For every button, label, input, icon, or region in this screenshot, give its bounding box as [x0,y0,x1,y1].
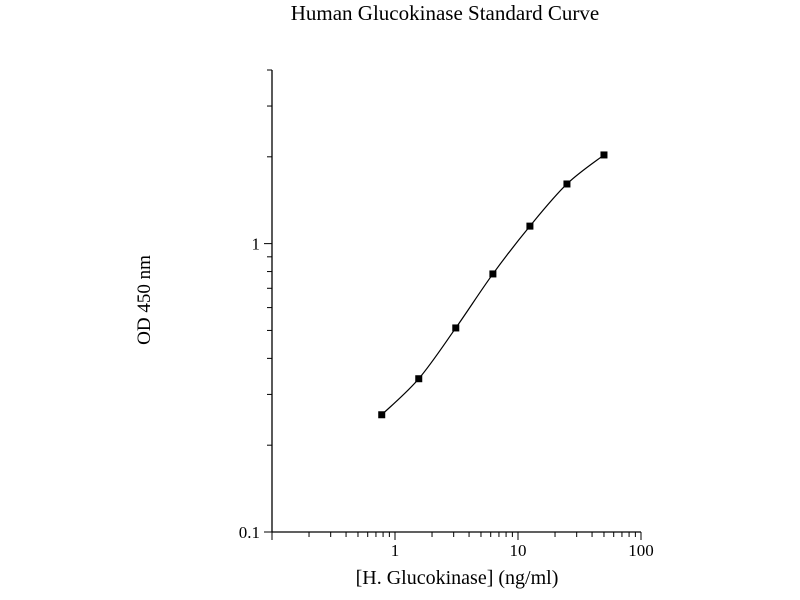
data-point-3 [452,324,460,332]
x-axis-label: [H. Glucokinase] (ng/ml) [355,567,559,589]
x-tick-label-1: 1 [391,541,400,560]
y-tick-label-1: 1 [252,235,261,254]
data-point-7 [600,151,608,159]
chart-title: Human Glucokinase Standard Curve [290,1,600,25]
x-tick-label-100: 100 [628,541,654,560]
data-point-2 [415,375,423,383]
x-tick-label-10: 10 [510,541,527,560]
data-point-4 [489,270,497,278]
data-point-6 [563,180,571,188]
data-point-5 [526,222,534,230]
y-axis-label: OD 450 nm [134,255,155,345]
data-point-1 [378,411,386,419]
series-line [381,154,605,416]
y-tick-label-0.1: 0.1 [239,523,260,542]
